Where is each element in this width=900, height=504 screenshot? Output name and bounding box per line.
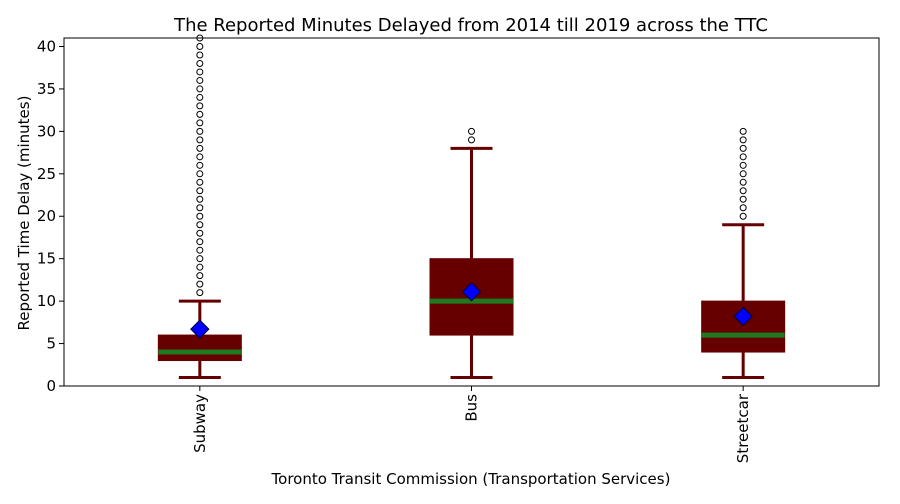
y-tick-label: 5 xyxy=(46,335,56,353)
mean-marker xyxy=(461,282,482,302)
outlier-point xyxy=(739,212,747,220)
outlier-point xyxy=(196,229,204,237)
y-tick-label: 40 xyxy=(37,37,56,55)
outlier-point xyxy=(196,102,204,110)
mean-marker xyxy=(733,306,753,327)
outlier-point xyxy=(196,212,204,220)
outlier-point xyxy=(739,161,747,169)
outlier-point xyxy=(196,289,204,297)
x-tick-label: Bus xyxy=(463,394,481,422)
outlier-point xyxy=(739,204,747,212)
chart-title: The Reported Minutes Delayed from 2014 t… xyxy=(173,15,768,36)
y-tick-label: 25 xyxy=(37,165,56,183)
y-tick-label: 20 xyxy=(37,207,56,225)
outlier-point xyxy=(196,119,204,127)
outlier-point xyxy=(196,280,204,288)
outlier-point xyxy=(739,136,747,144)
mean-marker xyxy=(190,319,210,339)
outlier-point xyxy=(196,246,204,254)
y-axis-label: Reported Time Delay (minutes) xyxy=(15,96,33,331)
outlier-point xyxy=(739,153,747,161)
outlier-point xyxy=(196,195,204,203)
outlier-point xyxy=(196,34,204,42)
outlier-point xyxy=(739,144,747,152)
outlier-point xyxy=(196,76,204,84)
y-tick-label: 30 xyxy=(37,122,56,140)
x-axis-label: Toronto Transit Commission (Transportati… xyxy=(271,470,671,488)
y-tick-label: 35 xyxy=(37,80,56,98)
outlier-point xyxy=(196,263,204,271)
outlier-point xyxy=(739,178,747,186)
outlier-point xyxy=(196,68,204,76)
outlier-point xyxy=(739,127,747,135)
outlier-point xyxy=(196,42,204,50)
outlier-point xyxy=(196,238,204,246)
box-subway xyxy=(157,334,242,362)
y-tick-label: 15 xyxy=(37,250,56,268)
outlier-point xyxy=(196,153,204,161)
outlier-point xyxy=(196,221,204,229)
x-tick-label: Streetcar xyxy=(734,393,752,463)
outlier-point xyxy=(468,127,475,135)
outlier-point xyxy=(196,110,204,118)
x-tick-label: Subway xyxy=(191,394,209,453)
outlier-point xyxy=(739,195,747,203)
outlier-point xyxy=(196,204,204,212)
outlier-point xyxy=(196,136,204,144)
outlier-point xyxy=(196,255,204,263)
box-streetcar xyxy=(701,300,786,353)
outlier-point xyxy=(739,187,747,195)
outlier-point xyxy=(196,59,204,67)
y-tick-label: 0 xyxy=(46,377,56,395)
outlier-point xyxy=(196,170,204,178)
y-tick-label: 10 xyxy=(37,292,56,310)
outlier-point xyxy=(196,144,204,152)
outlier-point xyxy=(196,85,204,93)
outlier-point xyxy=(196,127,204,135)
outlier-point xyxy=(196,161,204,169)
plot-area: 0 5 10 15 20 25 30 35 40 Subway Bus Streetcar xyxy=(37,34,880,463)
outlier-point xyxy=(196,51,204,59)
outlier-point xyxy=(196,93,204,101)
outlier-point xyxy=(739,170,747,178)
outlier-point xyxy=(468,136,475,144)
outlier-point xyxy=(196,272,204,280)
outlier-point xyxy=(196,187,204,195)
outlier-point xyxy=(196,178,204,186)
